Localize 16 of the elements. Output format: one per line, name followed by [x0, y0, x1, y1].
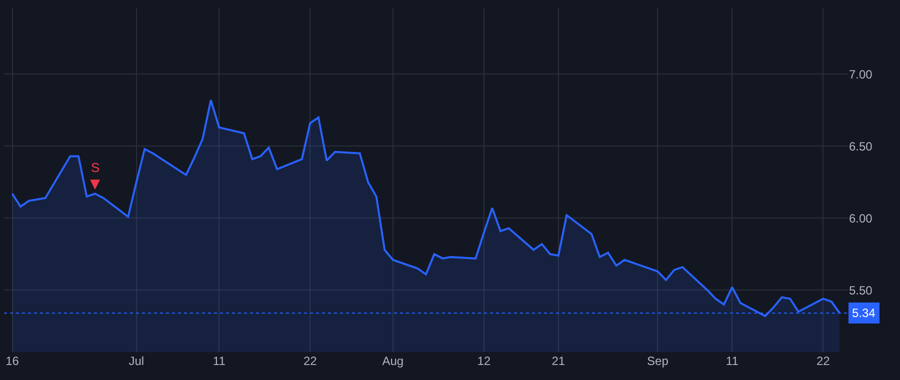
ref-line-label: 5.34: [852, 306, 876, 320]
x-tick-label: 12: [477, 354, 491, 368]
x-tick-label: 11: [726, 354, 739, 368]
y-tick-label: 5.50: [849, 283, 873, 298]
x-tick-label: Aug: [382, 354, 404, 368]
x-tick-label: 22: [303, 354, 318, 368]
x-tick-label: 21: [552, 354, 566, 368]
x-tick-label: 22: [816, 354, 830, 368]
y-tick-label: 6.50: [849, 139, 873, 154]
x-tick-label: 11: [212, 354, 226, 368]
y-tick-label: 6.00: [849, 211, 873, 226]
annotation: S: [91, 160, 100, 175]
x-tick-label: Jul: [128, 354, 144, 368]
y-tick-label: 7.00: [849, 67, 873, 82]
x-tick-label: Sep: [647, 354, 669, 368]
x-tick-label: 16: [6, 354, 20, 368]
